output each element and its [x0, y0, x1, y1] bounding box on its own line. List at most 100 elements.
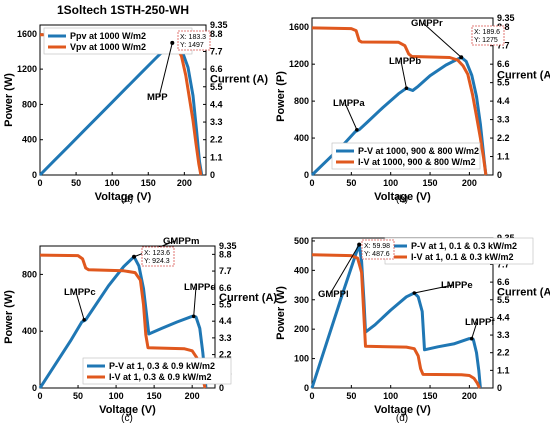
x-tick-label: 0: [309, 178, 314, 188]
x-tick-label: 50: [346, 391, 356, 401]
annotation-label: LMPPa: [333, 98, 365, 109]
y2-tick-label: 8.8: [210, 29, 223, 39]
y2-tick-label: 3.3: [497, 115, 510, 125]
y2-tick-label: 4.4: [210, 99, 223, 109]
x-tick-label: 150: [423, 178, 438, 188]
annotation-point: [355, 127, 359, 132]
x-tick-label: 200: [462, 178, 477, 188]
annotation-arrow: [193, 286, 197, 317]
series-line-current: [311, 253, 481, 389]
x-tick-label: 0: [37, 391, 42, 401]
y2-tick-label: 1.1: [497, 152, 510, 162]
legend-entry: P-V at 1000, 900 & 800 W/m2: [358, 146, 479, 156]
datatip-box: [177, 30, 211, 51]
y2-tick-label: 5.5: [497, 78, 510, 88]
y-axis-label: Power (W): [3, 73, 15, 127]
datatip: X: 183.3Y: 1497: [170, 30, 211, 51]
x-axis-label: Voltage (V): [99, 404, 156, 416]
x-tick-label: 50: [346, 178, 356, 188]
y2-axis-label: Current (A): [497, 69, 550, 81]
datatip-box: [361, 239, 395, 260]
y-tick-label: 0: [32, 383, 37, 393]
plot-frame: [311, 17, 494, 176]
annotation-label: GMPPm: [163, 236, 199, 247]
y2-tick-label: 4.4: [219, 316, 232, 326]
legend-entry: P-V at 1, 0.3 & 0.9 kW/m2: [109, 361, 215, 371]
y-tick-label: 400: [22, 326, 37, 336]
series-line-current: [311, 26, 488, 176]
y2-tick-label: 0: [497, 383, 502, 393]
series-line-current: [40, 33, 203, 176]
y2-tick-label: 7.7: [210, 46, 223, 56]
legend-entry: I-V at 1000, 900 & 800 W/m2: [358, 157, 476, 167]
x-tick-label: 200: [177, 178, 192, 188]
annotation-point: [191, 314, 196, 319]
x-axis-label: Voltage (V): [374, 404, 431, 416]
y2-tick-label: 0: [210, 170, 215, 180]
y2-tick-label: 2.2: [497, 133, 510, 143]
datatip-text: Y: 487.6: [364, 251, 390, 258]
datatip-marker: [357, 242, 362, 247]
legend: P-V at 1, 0.1 & 0.3 kW/m2I-V at 1, 0.1 &…: [384, 237, 534, 265]
y2-tick-label: 5.5: [497, 295, 510, 305]
annotation-arrow: [400, 60, 407, 89]
datatip-text: Y: 924.3: [144, 258, 170, 265]
y-tick-label: 1600: [17, 29, 37, 39]
datatip-box: [471, 25, 505, 46]
y2-axis-label: Current (A): [210, 74, 268, 86]
y2-tick-label: 7.7: [497, 41, 510, 51]
y-tick-label: 800: [22, 269, 37, 279]
x-tick-label: 150: [147, 391, 162, 401]
y-tick-label: 0: [32, 170, 37, 180]
y2-tick-label: 9.35: [210, 20, 228, 30]
y2-tick-label: 2.2: [210, 135, 223, 145]
series-line-power: [310, 243, 482, 389]
legend-entry: P-V at 1, 0.1 & 0.3 kW/m2: [411, 241, 517, 251]
datatip-text: X: 183.3: [180, 34, 206, 41]
y-axis-label: Power (W): [275, 286, 287, 340]
x-tick-label: 0: [37, 178, 42, 188]
figure-caption: (d): [396, 413, 408, 424]
datatip-marker: [459, 55, 464, 60]
y2-tick-label: 9.35: [497, 13, 515, 23]
chart-a: 1Soltech 1STH-250-WH 0 50 100 150 200 0 400 800 1…: [3, 3, 268, 205]
legend-entry: I-V at 1, 0.1 & 0.3 kW/m2: [411, 252, 514, 262]
annotation-arrow: [344, 102, 358, 130]
y2-tick-label: 4.4: [497, 96, 510, 106]
y2-tick-label: 3.3: [219, 333, 232, 343]
y-axis-label: Power (W): [3, 290, 15, 344]
x-tick-label: 200: [462, 391, 477, 401]
datatip-text: X: 123.6: [144, 250, 170, 257]
y2-tick-label: 5.5: [210, 82, 223, 92]
y2-tick-label: 0: [497, 170, 502, 180]
series-line-power: [38, 41, 204, 177]
chart-title: 1Soltech 1STH-250-WH: [57, 3, 189, 17]
x-axis-label: Voltage (V): [374, 191, 431, 203]
datatip: X: 123.6Y: 924.3: [132, 246, 175, 267]
x-tick-label: 100: [383, 391, 398, 401]
y2-tick-label: 3.3: [210, 117, 223, 127]
y-tick-label: 0: [304, 383, 309, 393]
y-tick-label: 400: [294, 265, 309, 275]
annotation-arrow: [471, 321, 478, 339]
annotation-label: LMPPe: [441, 280, 473, 291]
y-tick-label: 1200: [17, 64, 37, 74]
datatip-text: X: 59.98: [364, 243, 390, 250]
figure-caption: (c): [121, 413, 133, 424]
figure-caption: (b): [396, 194, 408, 205]
legend-box: [384, 237, 534, 265]
annotation-label: LMPPd: [184, 282, 216, 293]
plot-frame: [39, 24, 207, 176]
y2-tick-label: 6.6: [210, 64, 223, 74]
annotation-point: [82, 318, 86, 322]
y-tick-label: 200: [294, 324, 309, 334]
y-tick-label: 100: [294, 354, 309, 364]
y2-tick-label: 6.6: [497, 277, 510, 287]
y-axis-label: Power (P): [275, 71, 287, 122]
legend-entry: Vpv at 1000 W/m2: [70, 42, 146, 52]
y2-axis-label: Current (A): [219, 292, 277, 304]
annotation-point: [412, 291, 417, 295]
x-tick-label: 0: [309, 391, 314, 401]
y2-tick-label: 4.4: [497, 312, 510, 322]
chart-d: 0 50 100 150 200 0 100 200 300 400 500 0 1.1 2.2 3.3 4.…: [275, 233, 550, 424]
